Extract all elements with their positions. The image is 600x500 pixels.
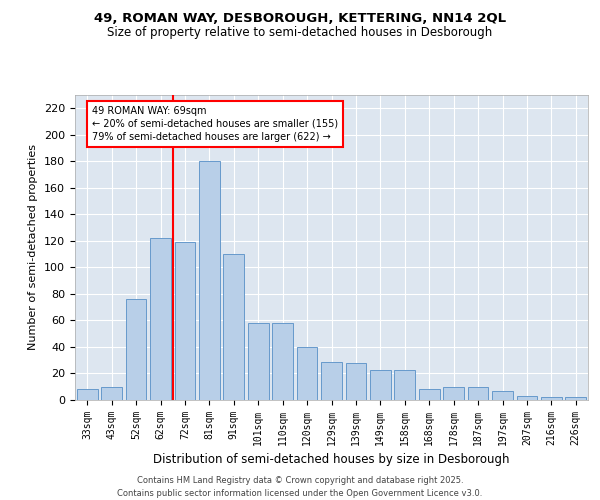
Bar (492, 390, 513, 400)
Bar (346, 363, 367, 400)
Bar (419, 390, 440, 400)
Bar (150, 238, 171, 400)
Bar (517, 396, 538, 400)
Y-axis label: Number of semi-detached properties: Number of semi-detached properties (28, 144, 38, 350)
Text: 49, ROMAN WAY, DESBOROUGH, KETTERING, NN14 2QL: 49, ROMAN WAY, DESBOROUGH, KETTERING, NN… (94, 12, 506, 26)
X-axis label: Distribution of semi-detached houses by size in Desborough: Distribution of semi-detached houses by … (153, 454, 510, 466)
Bar (248, 323, 269, 400)
Bar (175, 242, 196, 400)
Bar (223, 254, 244, 400)
Bar (272, 323, 293, 400)
Bar (321, 362, 342, 400)
Text: Contains HM Land Registry data © Crown copyright and database right 2025.
Contai: Contains HM Land Registry data © Crown c… (118, 476, 482, 498)
Bar (541, 398, 562, 400)
Bar (467, 386, 488, 400)
Text: 49 ROMAN WAY: 69sqm
← 20% of semi-detached houses are smaller (155)
79% of semi-: 49 ROMAN WAY: 69sqm ← 20% of semi-detach… (92, 106, 338, 142)
Bar (565, 398, 586, 400)
Bar (77, 390, 98, 400)
Bar (394, 370, 415, 400)
Bar (370, 370, 391, 400)
Bar (443, 386, 464, 400)
Bar (199, 162, 220, 400)
Text: Size of property relative to semi-detached houses in Desborough: Size of property relative to semi-detach… (107, 26, 493, 39)
Bar (296, 347, 317, 400)
Bar (125, 299, 146, 400)
Bar (101, 386, 122, 400)
